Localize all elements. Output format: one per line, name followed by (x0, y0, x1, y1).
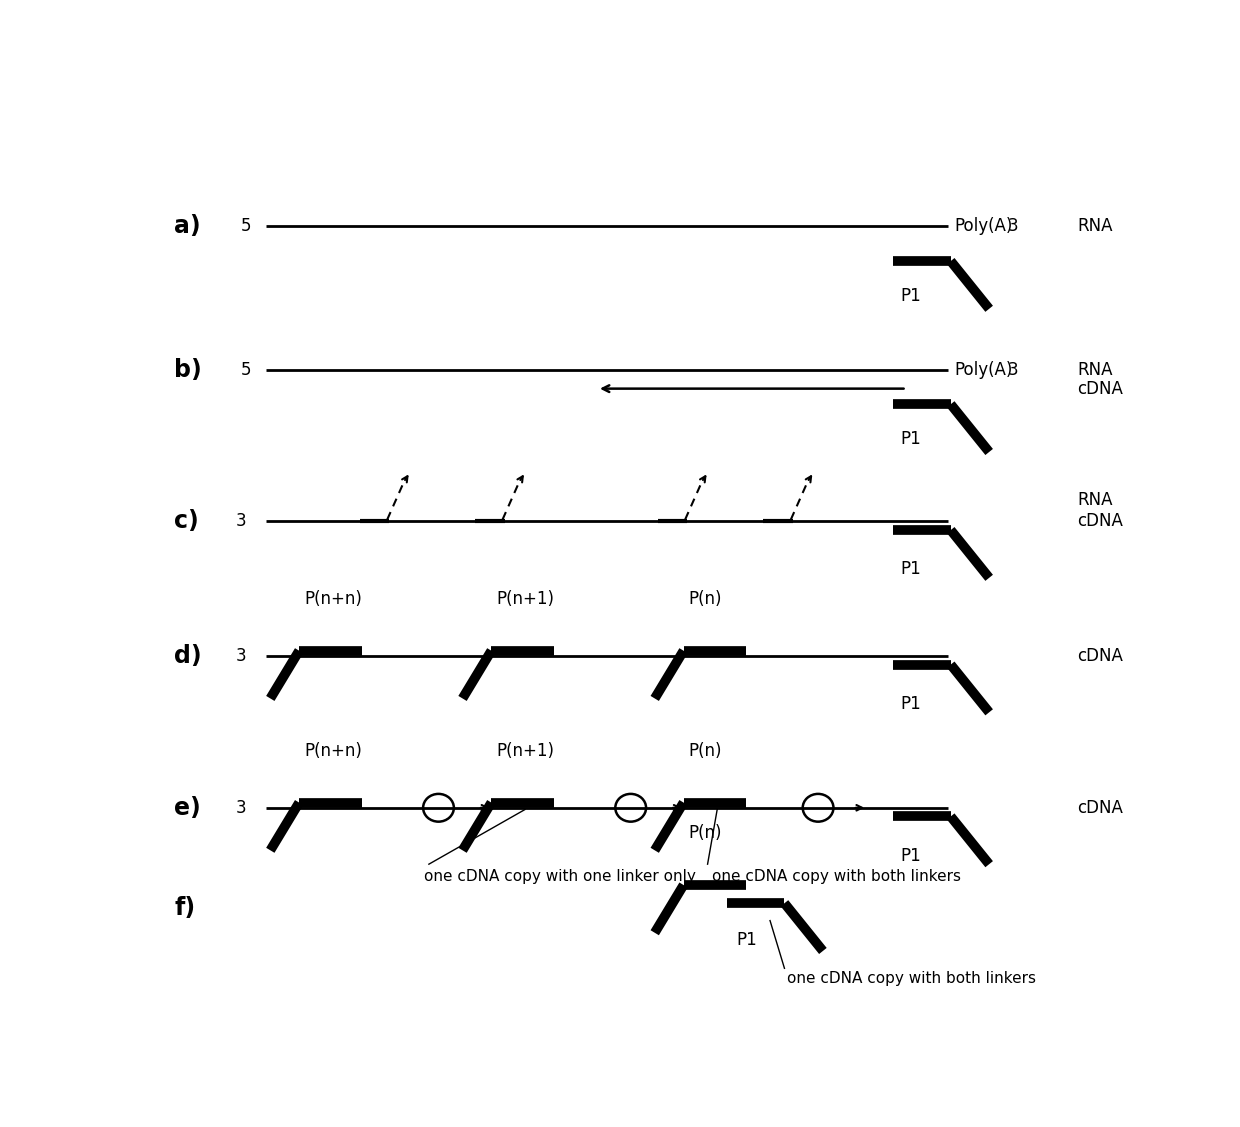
Text: 3: 3 (236, 513, 247, 531)
Text: RNA: RNA (1078, 361, 1114, 379)
Text: P1: P1 (900, 560, 921, 578)
Text: 5: 5 (241, 361, 250, 379)
Text: P1: P1 (900, 431, 921, 449)
Text: P(n+1): P(n+1) (496, 591, 554, 609)
Text: cDNA: cDNA (1078, 380, 1123, 398)
Text: P(n+n): P(n+n) (304, 591, 362, 609)
Text: a): a) (174, 214, 201, 238)
Text: Poly(A): Poly(A) (955, 361, 1013, 379)
Text: P1: P1 (900, 846, 921, 864)
Text: cDNA: cDNA (1078, 647, 1123, 665)
Text: cDNA: cDNA (1078, 513, 1123, 531)
Text: P1: P1 (737, 931, 758, 949)
Text: P(n): P(n) (688, 591, 722, 609)
Text: one cDNA copy with one linker only: one cDNA copy with one linker only (424, 869, 696, 884)
Text: P1: P1 (900, 287, 921, 305)
Text: one cDNA copy with both linkers: one cDNA copy with both linkers (787, 971, 1037, 986)
Text: 3: 3 (236, 647, 247, 665)
Text: Poly(A): Poly(A) (955, 218, 1013, 236)
Text: 5: 5 (241, 218, 250, 236)
Text: d): d) (174, 644, 202, 668)
Text: 3: 3 (236, 799, 247, 817)
Text: P(n+n): P(n+n) (304, 742, 362, 760)
Text: one cDNA copy with both linkers: one cDNA copy with both linkers (712, 869, 961, 884)
Text: P(n+1): P(n+1) (496, 742, 554, 760)
Text: RNA: RNA (1078, 218, 1114, 236)
Text: cDNA: cDNA (1078, 799, 1123, 817)
Text: P(n): P(n) (688, 825, 722, 843)
Text: P1: P1 (900, 695, 921, 713)
Text: 3: 3 (1007, 218, 1018, 236)
Text: b): b) (174, 357, 202, 382)
Text: f): f) (174, 896, 196, 920)
Text: RNA: RNA (1078, 490, 1114, 508)
Text: 3: 3 (1007, 361, 1018, 379)
Text: P(n): P(n) (688, 742, 722, 760)
Text: e): e) (174, 796, 201, 819)
Text: c): c) (174, 509, 198, 533)
